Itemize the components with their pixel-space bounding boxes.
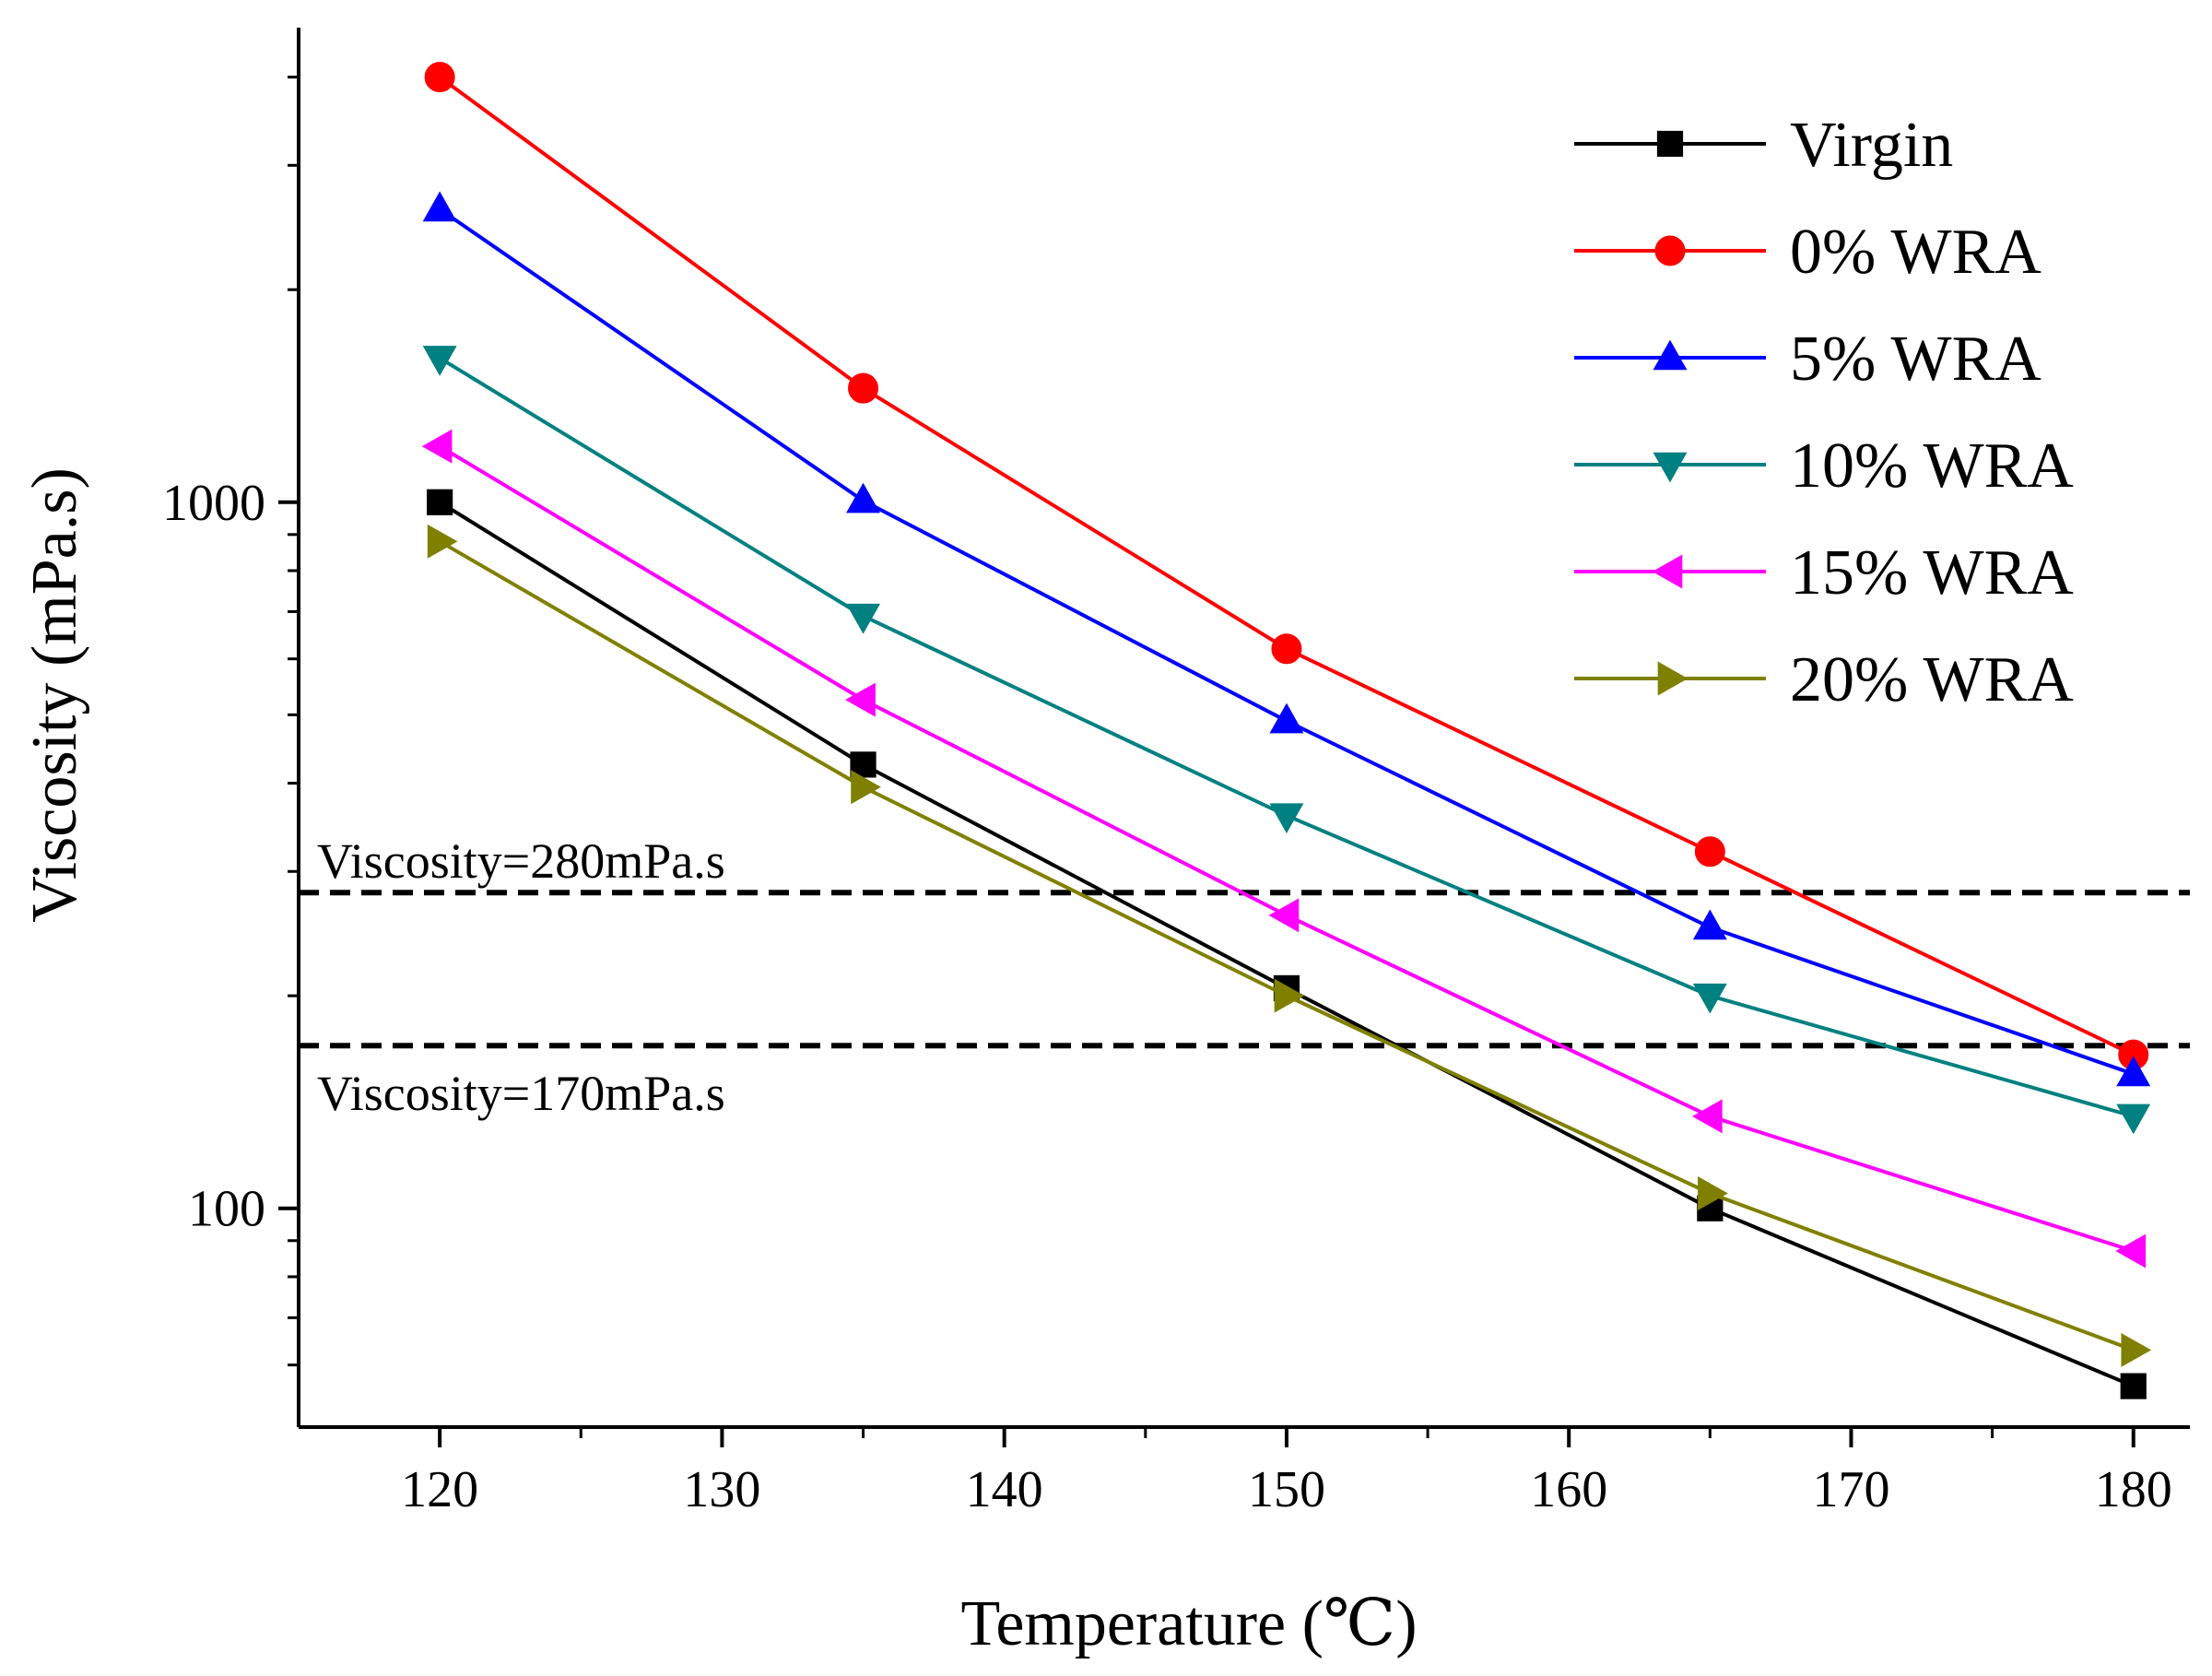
- x-tick-label: 150: [1248, 1461, 1325, 1518]
- x-tick-label: 140: [966, 1461, 1043, 1518]
- data-point: [846, 603, 880, 634]
- data-point: [2121, 1332, 2152, 1367]
- legend: Virgin 0% WRA 5% WRA 10% WRA 15% WRA 20% WRA: [1574, 110, 2074, 715]
- data-point: [1269, 702, 1304, 734]
- reference-line-label: Viscosity=170mPa.s: [317, 1066, 725, 1121]
- data-point: [422, 191, 457, 222]
- data-point: [1268, 898, 1300, 933]
- data-point: [427, 524, 458, 559]
- y-tick-label: 100: [188, 1181, 265, 1238]
- data-point: [2120, 1373, 2147, 1399]
- legend-label: 15% WRA: [1790, 537, 2074, 608]
- legend-marker: [1656, 130, 1684, 158]
- data-point: [1692, 983, 1727, 1014]
- data-point: [421, 429, 453, 464]
- reference-lines: Viscosity=280mPa.s Viscosity=170mPa.s: [299, 833, 2190, 1121]
- axes: 120 130 140 150 160 170 180 100 1000 Temperature …: [19, 28, 2190, 1659]
- data-point: [1692, 909, 1727, 940]
- reference-line-label: Viscosity=280mPa.s: [317, 833, 725, 889]
- data-point: [2115, 1233, 2147, 1269]
- legend-label: 5% WRA: [1790, 324, 2041, 395]
- data-point: [1269, 803, 1304, 834]
- legend-marker: [1653, 452, 1688, 483]
- data-point: [846, 482, 880, 513]
- legend-marker: [1657, 661, 1688, 696]
- x-tick-label: 160: [1530, 1461, 1607, 1518]
- x-tick-label: 170: [1812, 1461, 1889, 1518]
- data-point: [1694, 836, 1725, 868]
- data-point: [2116, 1056, 2151, 1087]
- data-point: [1698, 1176, 1728, 1210]
- series-layer: [421, 62, 2152, 1399]
- legend-label: 0% WRA: [1790, 217, 2041, 288]
- x-tick-label: 120: [401, 1461, 478, 1518]
- legend-marker: [1654, 235, 1686, 266]
- data-point: [851, 770, 881, 805]
- x-tick-label: 130: [683, 1461, 760, 1518]
- data-point: [848, 372, 879, 404]
- data-point: [1691, 1099, 1723, 1134]
- x-axis-title: Temperature (℃): [960, 1588, 1417, 1659]
- x-tick-label: 180: [2095, 1461, 2172, 1518]
- legend-marker: [1653, 339, 1688, 371]
- data-point: [422, 346, 457, 376]
- legend-label: Virgin: [1790, 110, 1953, 181]
- data-point: [1271, 633, 1302, 665]
- y-axis-title: Viscosity (mPa.s): [19, 467, 90, 923]
- data-point: [424, 62, 455, 93]
- legend-label: 10% WRA: [1790, 431, 2074, 502]
- y-tick-label: 1000: [162, 475, 265, 532]
- data-point: [850, 751, 877, 778]
- legend-label: 20% WRA: [1790, 644, 2074, 715]
- legend-marker: [1652, 554, 1683, 589]
- data-point: [1274, 978, 1305, 1013]
- data-point: [2116, 1104, 2151, 1135]
- data-point: [845, 682, 876, 717]
- data-point: [427, 489, 453, 515]
